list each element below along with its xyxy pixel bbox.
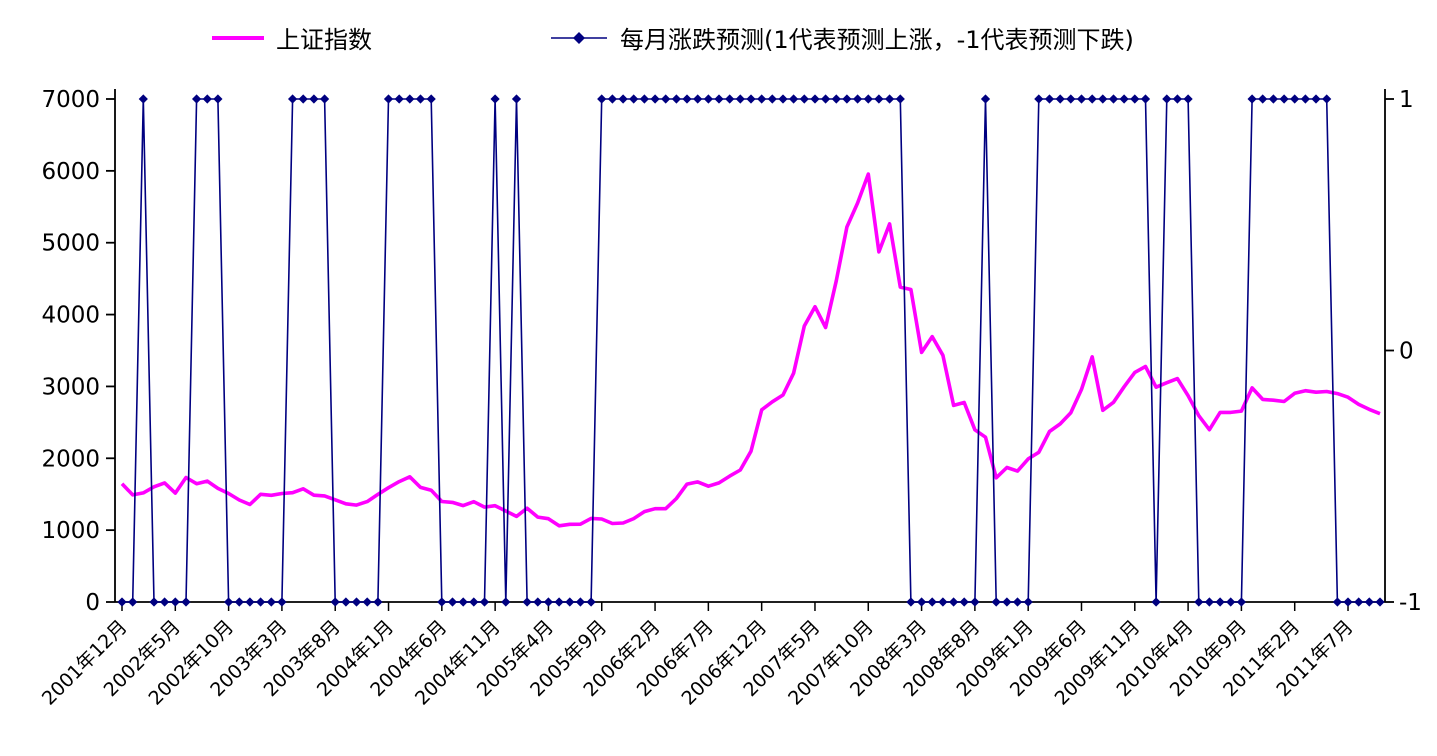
left-axis-tick-label: 2000: [41, 446, 100, 472]
prediction-swatch-diamond-icon: [573, 31, 585, 44]
chart-legend: 上证指数 每月涨跌预测(1代表预测上涨，-1代表预测下跌): [212, 20, 1134, 55]
left-axis-tick-label: 3000: [41, 374, 100, 400]
prediction-line-swatch: [551, 31, 607, 44]
left-axis-tick-label: 5000: [41, 231, 100, 257]
sse-line-swatch: [212, 35, 264, 40]
left-axis-tick-label: 0: [85, 590, 100, 616]
left-axis-tick-label: 6000: [41, 159, 100, 185]
right-axis-tick-label: 0: [1399, 339, 1414, 365]
prediction-line: [122, 98, 1380, 603]
left-axis-tick-label: 1000: [41, 518, 100, 544]
left-axis-tick-label: 4000: [41, 303, 100, 329]
legend-item-prediction: 每月涨跌预测(1代表预测上涨，-1代表预测下跌): [550, 20, 1134, 55]
left-axis-tick-label: 7000: [41, 87, 100, 113]
legend-item-sse: 上证指数: [212, 20, 372, 55]
legend-label-sse: 上证指数: [276, 26, 372, 54]
right-axis-tick-label: 1: [1399, 87, 1414, 113]
sse-index-line: [120, 172, 1381, 528]
right-axis-tick-label: -1: [1399, 590, 1422, 616]
prediction-diamond-markers: [117, 94, 1385, 607]
legend-label-prediction: 每月涨跌预测(1代表预测上涨，-1代表预测下跌): [620, 26, 1134, 54]
